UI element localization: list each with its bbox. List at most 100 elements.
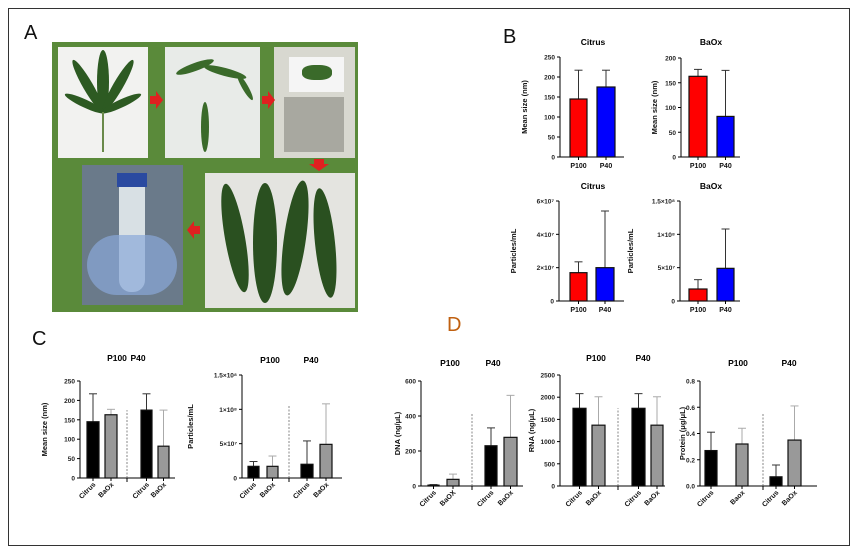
chart-title: Citrus xyxy=(581,37,606,47)
x-tick-label: Baox xyxy=(729,489,746,506)
x-tick-label: BaOx xyxy=(150,481,168,499)
x-tick-label: P100 xyxy=(690,163,706,170)
y-tick-label: 100 xyxy=(64,437,75,444)
group-label: P40 xyxy=(781,358,796,368)
bar-citrus xyxy=(631,407,646,487)
x-tick-label: P100 xyxy=(690,307,706,314)
workflow-arrows xyxy=(150,91,329,239)
bar-baox xyxy=(787,439,802,487)
y-tick-label: 50 xyxy=(68,456,76,463)
x-tick-label: BaOx xyxy=(497,489,515,507)
x-tick-label: Citrus xyxy=(292,481,311,500)
x-tick-label: Citrus xyxy=(696,489,715,508)
group-label: P100 xyxy=(107,353,127,363)
x-tick-label: P40 xyxy=(600,163,613,170)
x-tick-label: P40 xyxy=(599,307,612,314)
bar-baox xyxy=(591,424,606,487)
y-tick-label: 0 xyxy=(551,484,555,491)
y-tick-label: 250 xyxy=(544,55,555,62)
y-tick-label: 0 xyxy=(672,155,676,162)
bar-p100 xyxy=(569,98,588,158)
x-tick-label: BaOx xyxy=(313,481,331,499)
bar-p40 xyxy=(716,267,735,302)
bar-baox xyxy=(319,443,333,479)
bar-baox xyxy=(104,414,118,479)
bar-p40 xyxy=(596,86,616,158)
figure-border xyxy=(8,8,850,546)
x-tick-label: BaOx xyxy=(644,489,662,507)
y-axis-label: Particles/mL xyxy=(186,404,195,449)
y-axis-label: Mean size (nm) xyxy=(40,402,49,456)
x-tick-label: Citrus xyxy=(476,489,495,508)
x-tick-label: Citrus xyxy=(78,481,97,500)
y-axis-label: Particles/mL xyxy=(626,228,635,273)
y-tick-label: 100 xyxy=(665,105,676,112)
chart-title: BaOx xyxy=(700,37,722,47)
bar-citrus xyxy=(86,421,100,479)
group-label: P40 xyxy=(635,353,650,363)
y-tick-label: 200 xyxy=(544,75,555,82)
chart-b-1: 0 50 100 150 200 Mean size (nm) BaOx P100 P40 xyxy=(650,37,740,170)
chart-d-8: 0.0 0.2 0.4 0.6 0.8 Protein (μg/μL) P100 P40 Cit… xyxy=(678,358,817,509)
y-tick-label: 1.5×10⁸ xyxy=(652,199,675,206)
y-tick-label: 0.8 xyxy=(686,379,695,386)
bar-citrus xyxy=(140,409,153,479)
y-tick-label: 0 xyxy=(233,476,237,483)
chart-b-2: 0 2×10⁷ 4×10⁷ 6×10⁷ Particles/mL Citrus P100 P4… xyxy=(509,181,624,314)
y-tick-label: 0 xyxy=(71,476,75,483)
photo-leaves-on-scale xyxy=(274,47,355,158)
y-tick-label: 200 xyxy=(405,449,416,456)
y-tick-label: 50 xyxy=(548,135,556,142)
y-tick-label: 1×10⁸ xyxy=(657,232,675,239)
y-tick-label: 0 xyxy=(412,484,416,491)
chart-title: Citrus xyxy=(581,181,606,191)
panel-letter-c: C xyxy=(32,328,47,350)
x-tick-label: Citrus xyxy=(565,489,584,508)
x-tick-label: BaOx xyxy=(781,489,799,507)
bar-citrus xyxy=(247,465,260,479)
arrow-left-icon xyxy=(187,221,200,239)
x-tick-label: Citrus xyxy=(761,489,780,508)
group-label: P100 xyxy=(440,358,460,368)
chart-c-5: 0 5×10⁷ 1×10⁸ 1.5×10⁸ Particles/mL P100 P40 Cit… xyxy=(186,355,342,501)
y-tick-label: 0 xyxy=(551,155,555,162)
photo-cut-leaves-on-paper xyxy=(165,47,260,158)
x-tick-label: BaOX xyxy=(439,489,458,508)
x-tick-label: Citrus xyxy=(624,489,643,508)
y-axis-label: Protein (μg/μL) xyxy=(678,406,687,460)
y-axis-label: RNA (ng/μL) xyxy=(527,408,536,452)
bar-p40 xyxy=(716,115,735,158)
bar-citrus xyxy=(769,476,783,487)
panel-a-workflow-photos xyxy=(52,42,358,312)
bar-p100 xyxy=(688,288,708,302)
y-tick-label: 1.5×10⁸ xyxy=(214,373,237,380)
y-tick-label: 5×10⁷ xyxy=(220,441,238,448)
y-tick-label: 50 xyxy=(669,130,677,137)
y-tick-label: 0 xyxy=(671,299,675,306)
bar-citrus xyxy=(427,484,440,487)
chart-b-3: 0 5×10⁷ 1×10⁸ 1.5×10⁸ Particles/mL BaOx P100 P4… xyxy=(626,181,740,314)
bar-baox xyxy=(735,443,749,487)
y-tick-label: 600 xyxy=(405,379,416,386)
photo-cannabis-leaf xyxy=(58,47,148,158)
y-tick-label: 0.0 xyxy=(686,484,695,491)
y-tick-label: 150 xyxy=(64,417,75,424)
x-tick-label: BaOx xyxy=(98,481,116,499)
y-tick-label: 500 xyxy=(544,461,555,468)
photo-conical-tube xyxy=(82,165,183,305)
bar-baox xyxy=(503,436,518,487)
arrow-right-icon xyxy=(150,91,163,109)
y-tick-label: 4×10⁷ xyxy=(537,232,555,239)
y-tick-label: 6×10⁷ xyxy=(537,199,555,206)
chart-b-0: 0 50 100 150 200 250 Mean size (nm) Citrus P100 P… xyxy=(520,37,624,170)
group-label: P100 xyxy=(586,353,606,363)
x-tick-label: P100 xyxy=(570,163,586,170)
bar-citrus xyxy=(300,463,314,479)
group-label: P100 xyxy=(260,355,280,365)
y-tick-label: 250 xyxy=(64,379,75,386)
arrow-right-icon xyxy=(262,91,275,109)
y-tick-label: 400 xyxy=(405,414,416,421)
y-axis-label: Mean size (nm) xyxy=(650,80,659,134)
